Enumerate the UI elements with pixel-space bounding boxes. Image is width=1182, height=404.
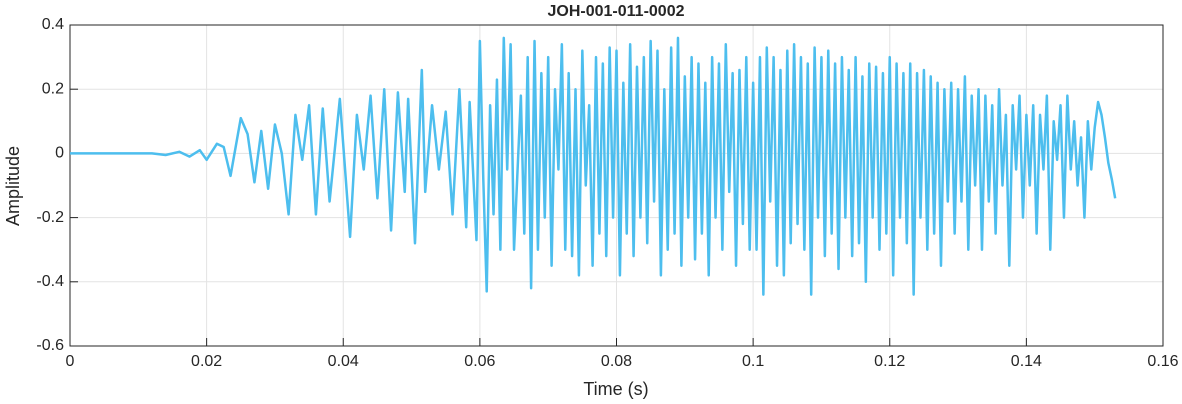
y-tick-label: 0.2: [42, 80, 64, 97]
y-tick-label: -0.4: [36, 273, 64, 290]
axes-box: [69, 24, 1164, 347]
y-tick-label: 0: [55, 145, 64, 162]
waveform-line: [70, 36, 1117, 296]
x-tick-label: 0.04: [328, 353, 359, 370]
y-tick-label: -0.6: [36, 337, 64, 354]
x-tick-label: 0.14: [1011, 353, 1042, 370]
x-tick-label: 0: [66, 353, 75, 370]
x-tick-label: 0.16: [1147, 353, 1178, 370]
chart-title: JOH-001-011-0002: [548, 3, 685, 20]
y-axis-label: Amplitude: [3, 146, 23, 226]
y-tick-label: -0.2: [36, 209, 64, 226]
x-tick-label: 0.02: [191, 353, 222, 370]
x-tick-label: 0.12: [874, 353, 905, 370]
x-tick-label: 0.08: [601, 353, 632, 370]
x-axis-label: Time (s): [583, 379, 648, 399]
x-tick-label: 0.06: [464, 353, 495, 370]
x-tick-label: 0.1: [742, 353, 764, 370]
y-tick-label: 0.4: [42, 16, 64, 33]
